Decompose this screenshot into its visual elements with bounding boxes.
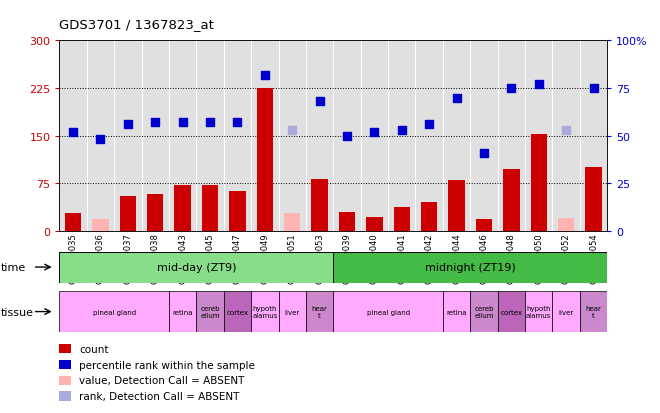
Bar — [279, 291, 306, 332]
Bar — [229, 192, 246, 231]
Bar — [498, 291, 525, 332]
Text: cortex: cortex — [226, 309, 248, 315]
Bar — [169, 291, 197, 332]
Point — [314, 99, 325, 105]
Bar — [525, 291, 552, 332]
Bar — [443, 291, 470, 332]
Point — [205, 120, 215, 126]
Bar — [580, 291, 607, 332]
Bar — [65, 214, 81, 231]
Point — [451, 95, 462, 102]
Text: tissue: tissue — [1, 307, 34, 317]
Bar — [558, 218, 574, 231]
Text: hear
t: hear t — [585, 305, 601, 318]
Point — [68, 129, 79, 136]
Text: midnight (ZT19): midnight (ZT19) — [425, 262, 515, 273]
Point — [588, 85, 599, 92]
Text: time: time — [1, 262, 26, 273]
Bar — [251, 291, 279, 332]
Bar — [476, 220, 492, 231]
Bar — [224, 291, 251, 332]
Bar — [393, 207, 410, 231]
Bar — [333, 291, 443, 332]
Text: liver: liver — [284, 309, 300, 315]
Text: GDS3701 / 1367823_at: GDS3701 / 1367823_at — [59, 18, 215, 31]
Bar — [585, 168, 602, 231]
Text: hypoth
alamus: hypoth alamus — [252, 305, 277, 318]
Text: pineal gland: pineal gland — [92, 309, 136, 315]
Text: mid-day (ZT9): mid-day (ZT9) — [156, 262, 236, 273]
Point — [123, 121, 133, 128]
Text: hear
t: hear t — [312, 305, 327, 318]
Bar — [503, 169, 519, 231]
Bar — [312, 179, 328, 231]
Text: cortex: cortex — [500, 309, 522, 315]
Bar — [306, 291, 333, 332]
Bar — [284, 214, 300, 231]
Bar — [421, 203, 438, 231]
Point — [369, 129, 380, 136]
Bar — [197, 291, 224, 332]
Point — [95, 137, 106, 143]
Bar — [147, 195, 164, 231]
Bar — [119, 197, 136, 231]
Point — [232, 120, 243, 126]
Bar — [333, 252, 607, 283]
Bar — [202, 186, 218, 231]
Point — [287, 127, 298, 134]
Point — [561, 127, 572, 134]
Bar — [552, 291, 580, 332]
Point — [178, 120, 188, 126]
Bar — [339, 212, 355, 231]
Text: cereb
ellum: cereb ellum — [200, 305, 220, 318]
Bar — [448, 180, 465, 231]
Text: retina: retina — [172, 309, 193, 315]
Text: value, Detection Call = ABSENT: value, Detection Call = ABSENT — [79, 375, 245, 385]
Point — [259, 72, 270, 79]
Point — [506, 85, 517, 92]
Bar — [366, 217, 383, 231]
Text: hypoth
alamus: hypoth alamus — [526, 305, 551, 318]
Text: rank, Detection Call = ABSENT: rank, Detection Call = ABSENT — [79, 391, 240, 401]
Bar — [531, 134, 547, 231]
Point — [150, 120, 160, 126]
Point — [342, 133, 352, 140]
Text: pineal gland: pineal gland — [366, 309, 410, 315]
Text: liver: liver — [558, 309, 574, 315]
Point — [397, 127, 407, 134]
Text: percentile rank within the sample: percentile rank within the sample — [79, 360, 255, 370]
Point — [478, 150, 489, 157]
Text: cereb
ellum: cereb ellum — [474, 305, 494, 318]
Bar — [92, 220, 109, 231]
Text: count: count — [79, 344, 109, 354]
Point — [424, 121, 434, 128]
Bar — [174, 186, 191, 231]
Bar — [59, 291, 169, 332]
Bar — [59, 252, 333, 283]
Bar — [257, 89, 273, 231]
Text: retina: retina — [446, 309, 467, 315]
Bar — [471, 291, 498, 332]
Point — [533, 82, 544, 88]
